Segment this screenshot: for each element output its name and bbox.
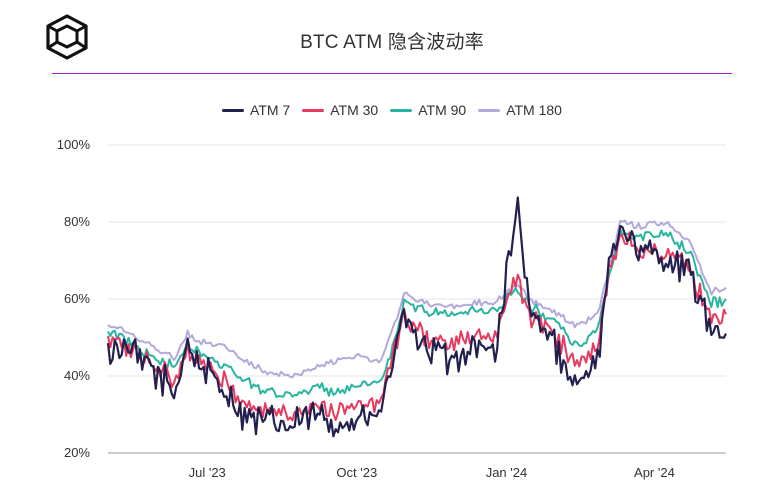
series-line-atm-7 xyxy=(106,196,727,438)
legend-label: ATM 7 xyxy=(250,102,291,118)
y-tick-label: 100% xyxy=(57,137,91,152)
x-tick-label: Jan '24 xyxy=(486,465,528,480)
legend-swatch xyxy=(302,108,325,112)
legend-label: ATM 90 xyxy=(418,102,467,118)
legend-item: ATM 7 xyxy=(222,102,290,118)
x-tick-label: Jul '23 xyxy=(189,465,226,480)
y-tick-label: 20% xyxy=(64,445,90,460)
y-tick-label: 40% xyxy=(64,368,90,383)
cube-logo-icon xyxy=(46,14,88,60)
legend-swatch xyxy=(478,108,501,112)
legend-label: ATM 30 xyxy=(330,102,379,118)
y-tick-label: 60% xyxy=(64,291,90,306)
chart-legend: ATM 7 ATM 30 ATM 90 ATM 180 xyxy=(0,102,784,118)
series-line-atm-30 xyxy=(107,231,727,422)
page-title: BTC ATM 隐含波动率 xyxy=(300,32,484,53)
legend-swatch xyxy=(222,108,245,112)
series-line-atm-90 xyxy=(107,228,727,399)
x-tick-label: Apr '24 xyxy=(634,465,675,480)
y-tick-label: 80% xyxy=(64,214,90,229)
legend-label: ATM 180 xyxy=(506,102,562,118)
header-divider xyxy=(52,73,732,74)
x-tick-label: Oct '23 xyxy=(336,465,377,480)
legend-item: ATM 180 xyxy=(478,102,562,118)
legend-swatch xyxy=(390,108,413,112)
legend-item: ATM 90 xyxy=(390,102,466,118)
series-line-atm-180 xyxy=(107,219,727,379)
legend-item: ATM 30 xyxy=(302,102,378,118)
